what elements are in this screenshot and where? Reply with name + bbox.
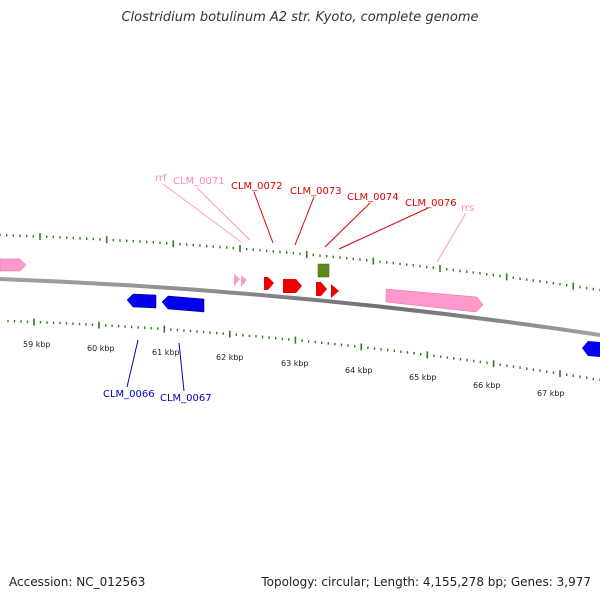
rrs-label[interactable]: rrs: [461, 203, 474, 214]
CLM_0074-label[interactable]: CLM_0074: [347, 192, 399, 203]
CLM_0072-leader-line: [253, 191, 274, 244]
genome-backbone: [0, 277, 600, 337]
CLM_0071-label[interactable]: CLM_0071: [173, 176, 225, 187]
CLM_0076-leader-line: [338, 207, 429, 250]
CLM_0076-label[interactable]: CLM_0076: [405, 198, 457, 209]
scale-label-60: 60 kbp: [87, 344, 115, 353]
accession-text: Accession: NC_012563: [9, 575, 146, 589]
CLM_0076-feature[interactable]: [331, 284, 339, 298]
CLM_0067-leader-line: [178, 342, 185, 392]
rrf-leader-line: [162, 183, 242, 243]
rrs-feature[interactable]: [385, 288, 484, 313]
CLM_0074-leader-line: [324, 202, 371, 248]
topology-text: Topology: circular; Length: 4,155,278 bp…: [261, 575, 591, 589]
scale-label-62: 62 kbp: [216, 353, 244, 362]
CLM_0072-label[interactable]: CLM_0072: [231, 181, 283, 192]
outer-tick-ring: [0, 233, 600, 292]
scale-label-67: 67 kbp: [537, 389, 565, 398]
inner-tick-ring: [7, 318, 600, 382]
CLM_0066-leader-line: [126, 339, 139, 388]
reverse-feature-right-edge[interactable]: [582, 341, 600, 357]
scale-label-66: 66 kbp: [473, 381, 501, 390]
CLM_0066-label[interactable]: CLM_0066: [103, 389, 155, 400]
CLM_0066-feature[interactable]: [126, 293, 157, 309]
CLM_0072-feature[interactable]: [264, 277, 274, 290]
page-title: Clostridium botulinum A2 str. Kyoto, com…: [121, 10, 479, 25]
scale-label-61: 61 kbp: [152, 348, 180, 357]
scale-label-65: 65 kbp: [409, 373, 437, 382]
CLM_0071-feature[interactable]: [241, 275, 247, 287]
CLM_0074-feature[interactable]: [317, 263, 330, 278]
scale-label-59: 59 kbp: [23, 340, 51, 349]
CLM_0071-leader-line: [196, 187, 251, 241]
rrf-feature[interactable]: [234, 274, 240, 286]
scale-label-64: 64 kbp: [345, 366, 373, 375]
CLM_0073-leader-line: [294, 196, 315, 246]
CLM_0075-feature[interactable]: [316, 282, 327, 296]
rrf-label[interactable]: rrf: [155, 173, 167, 184]
rrs-leader-line: [436, 212, 467, 263]
CLM_0067-label[interactable]: CLM_0067: [160, 393, 212, 404]
scale-labels: 59 kbp 60 kbp 61 kbp 62 kbp 63 kbp 64 kb…: [23, 340, 565, 398]
rrna-feature-left-edge[interactable]: [0, 258, 27, 272]
CLM_0067-feature[interactable]: [161, 295, 205, 313]
CLM_0073-label[interactable]: CLM_0073: [290, 186, 342, 197]
scale-label-63: 63 kbp: [281, 359, 309, 368]
CLM_0073-feature[interactable]: [283, 279, 302, 293]
